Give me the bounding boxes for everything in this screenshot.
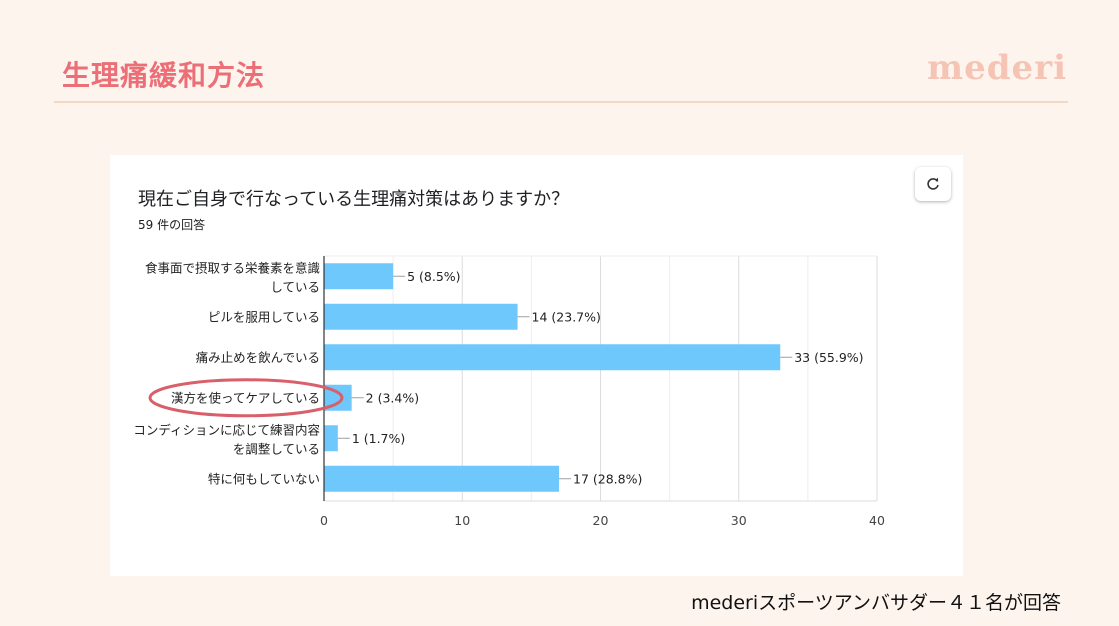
data-label: 14 (23.7%) [532, 309, 601, 324]
data-label: 2 (3.4%) [366, 390, 419, 405]
bar [324, 425, 338, 452]
category-label: 漢方を使ってケアしている [171, 390, 320, 405]
survey-question: 現在ご自身で行なっている生理痛対策はありますか？ [138, 189, 570, 210]
category-label: 痛み止めを飲んでいる [196, 350, 320, 365]
category-label: 食事面で摂取する栄養素を意識 [145, 260, 320, 275]
refresh-button[interactable] [915, 167, 951, 201]
bar [324, 303, 518, 330]
x-tick-label: 30 [731, 513, 747, 528]
category-label: ピルを服用している [208, 309, 320, 324]
data-label: 1 (1.7%) [352, 431, 405, 446]
bar [324, 465, 560, 492]
brand-logo: mederi [927, 48, 1067, 88]
x-tick-label: 40 [869, 513, 885, 528]
bar [324, 344, 781, 371]
highlight-circle [148, 378, 344, 418]
x-tick-label: 20 [593, 513, 609, 528]
header-divider [54, 101, 1068, 103]
bar [324, 263, 394, 290]
data-label: 17 (28.8%) [573, 471, 642, 486]
category-label: 特に何もしていない [208, 471, 320, 486]
survey-card: 0 10 20 30 40 5 (8.5%) 食事面で摂取する栄養素を意識している 14 (2… [110, 155, 963, 576]
category-label: コンディションに応じて練習内容 [133, 422, 320, 437]
slide-title: 生理痛緩和方法 [62, 59, 266, 92]
x-tick-label: 10 [454, 513, 470, 528]
footnote: mederiスポーツアンバサダー４１名が回答 [691, 592, 1061, 614]
x-tick-label: 0 [320, 513, 328, 528]
response-count: 59 件の回答 [138, 218, 206, 232]
refresh-icon [927, 177, 939, 190]
category-label: を調整している [233, 441, 320, 456]
data-label: 33 (55.9%) [794, 350, 863, 365]
data-label: 5 (8.5%) [407, 269, 460, 284]
category-label: している [270, 279, 320, 294]
